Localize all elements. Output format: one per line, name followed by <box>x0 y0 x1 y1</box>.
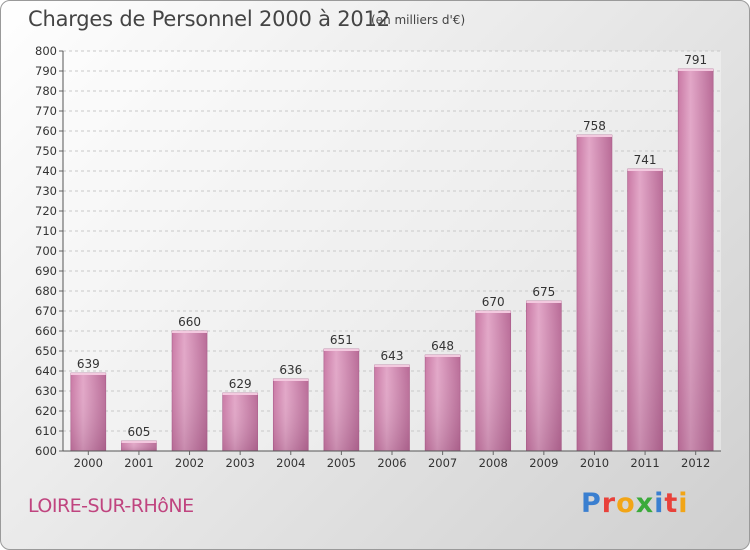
x-tick-label: 2003 <box>226 456 255 470</box>
bar-shade <box>627 169 663 451</box>
bar-top-highlight <box>526 301 562 303</box>
y-tick-label: 610 <box>35 424 57 438</box>
y-tick-label: 750 <box>35 144 57 158</box>
x-tick-label: 2000 <box>74 456 103 470</box>
bar-shade <box>475 311 511 451</box>
y-tick-label: 710 <box>35 224 57 238</box>
bar-2003[interactable] <box>222 392 258 452</box>
data-label: 636 <box>279 363 302 377</box>
data-label: 651 <box>330 333 353 347</box>
bar-top-highlight <box>627 169 663 171</box>
data-label: 741 <box>634 153 657 167</box>
x-tick-label: 2004 <box>276 456 305 470</box>
bar-top-highlight <box>323 349 359 351</box>
bar-2009[interactable] <box>526 300 562 452</box>
y-tick-label: 680 <box>35 284 57 298</box>
y-tick-label: 720 <box>35 204 57 218</box>
x-tick-label: 2012 <box>681 456 710 470</box>
proxiti-logo[interactable]: Proxiti <box>581 488 689 519</box>
bar-2008[interactable] <box>475 310 512 452</box>
y-tick-label: 780 <box>35 84 57 98</box>
bar-shade <box>526 301 562 451</box>
bar-shade <box>222 393 258 451</box>
y-tick-label: 730 <box>35 184 57 198</box>
bar-top-highlight <box>172 331 208 333</box>
bar-2002[interactable] <box>171 330 208 452</box>
y-tick-label: 600 <box>35 444 57 458</box>
data-label: 605 <box>127 425 150 439</box>
x-tick-label: 2007 <box>428 456 457 470</box>
x-tick-label: 2002 <box>175 456 204 470</box>
bar-2005[interactable] <box>323 348 360 452</box>
bar-top-highlight <box>273 379 309 381</box>
y-tick-label: 800 <box>35 44 57 58</box>
y-tick-label: 740 <box>35 164 57 178</box>
logo-letter: i <box>678 488 689 519</box>
x-tick-label: 2010 <box>580 456 609 470</box>
y-tick-label: 620 <box>35 404 57 418</box>
logo-letter: t <box>664 488 679 519</box>
data-label: 660 <box>178 315 201 329</box>
bar-top-highlight <box>425 355 461 357</box>
x-tick-label: 2006 <box>377 456 406 470</box>
y-tick-label: 670 <box>35 304 57 318</box>
bar-shade <box>374 365 410 451</box>
data-label: 670 <box>482 295 505 309</box>
bar-shade <box>678 69 714 451</box>
bar-top-highlight <box>678 69 714 71</box>
logo-letter: P <box>581 488 602 519</box>
chart-title: Charges de Personnel 2000 à 2012 <box>28 7 390 31</box>
y-tick-label: 700 <box>35 244 57 258</box>
data-label: 675 <box>532 285 555 299</box>
bar-top-highlight <box>222 393 258 395</box>
y-tick-label: 660 <box>35 324 57 338</box>
y-tick-label: 630 <box>35 384 57 398</box>
bar-shade <box>425 355 461 451</box>
y-tick-label: 770 <box>35 104 57 118</box>
logo-letter: x <box>635 488 655 519</box>
bar-2007[interactable] <box>424 354 461 452</box>
y-tick-label: 760 <box>35 124 57 138</box>
bar-2012[interactable] <box>677 68 714 452</box>
x-tick-label: 2009 <box>529 456 558 470</box>
bar-2001[interactable] <box>121 440 157 452</box>
bar-shade <box>121 441 157 451</box>
bar-shade <box>273 379 309 451</box>
bar-2006[interactable] <box>374 364 410 452</box>
bar-top-highlight <box>374 365 410 367</box>
bar-shade <box>576 135 612 451</box>
y-tick-label: 790 <box>35 64 57 78</box>
data-label: 648 <box>431 339 454 353</box>
data-label: 639 <box>77 357 100 371</box>
x-tick-label: 2005 <box>327 456 356 470</box>
bar-shade <box>70 373 106 451</box>
data-label: 643 <box>381 349 404 363</box>
data-label: 758 <box>583 119 606 133</box>
logo-letter: r <box>601 488 617 519</box>
commune-name: LOIRE-SUR-RHôNE <box>28 495 194 517</box>
bar-2004[interactable] <box>272 378 309 452</box>
bar-2011[interactable] <box>627 168 663 452</box>
bar-top-highlight <box>576 135 612 137</box>
data-label: 629 <box>229 377 252 391</box>
x-tick-label: 2008 <box>479 456 508 470</box>
logo-letter: i <box>654 488 665 519</box>
y-tick-label: 640 <box>35 364 57 378</box>
logo-letter: o <box>616 488 636 519</box>
x-tick-label: 2001 <box>124 456 153 470</box>
bar-2000[interactable] <box>70 372 107 452</box>
x-tick-label: 2011 <box>630 456 659 470</box>
bar-top-highlight <box>70 373 106 375</box>
bar-top-highlight <box>475 311 511 313</box>
data-label: 791 <box>684 53 707 67</box>
bar-shade <box>323 349 359 451</box>
bar-2010[interactable] <box>576 134 613 452</box>
chart-subtitle: (en milliers d'€) <box>371 13 466 27</box>
bar-top-highlight <box>121 441 157 443</box>
y-tick-label: 650 <box>35 344 57 358</box>
bar-shade <box>172 331 208 451</box>
y-tick-label: 690 <box>35 264 57 278</box>
